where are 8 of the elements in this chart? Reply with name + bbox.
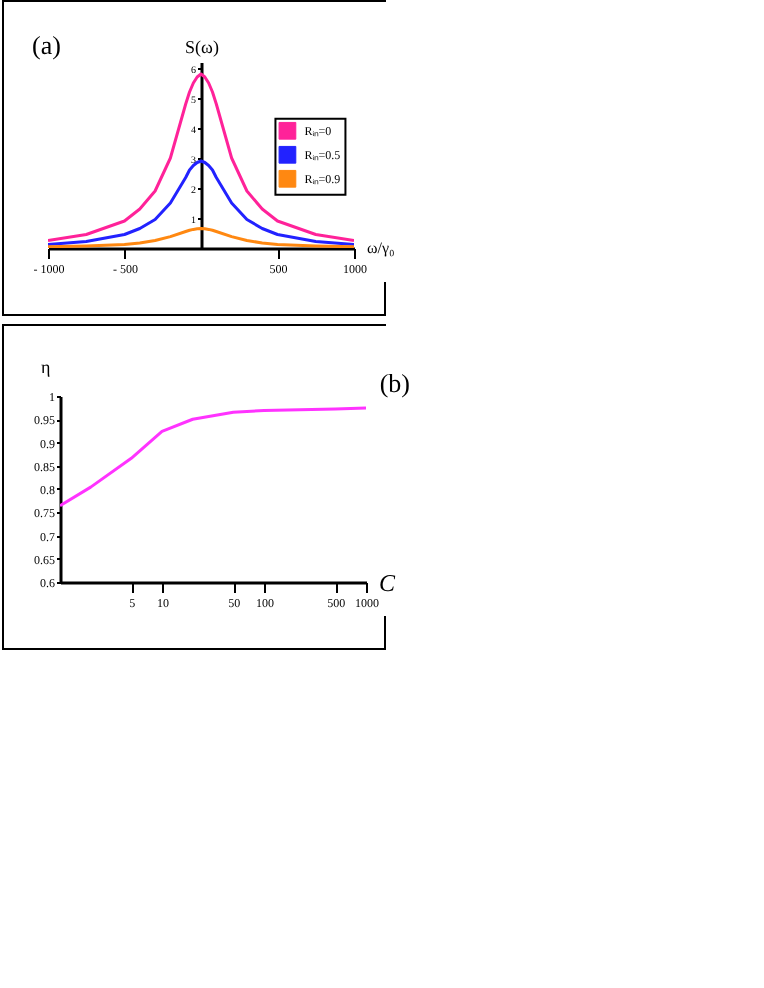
- text: (a): [32, 30, 61, 60]
- y-axis-title: S(ω): [185, 37, 219, 57]
- line-series: [48, 72, 354, 242]
- x-axis-title: C: [379, 569, 397, 597]
- x-axis-title: ω/γ₀: [367, 239, 396, 257]
- line-series: [48, 159, 354, 246]
- text: (b): [379, 368, 410, 398]
- y-axis-title: η: [41, 357, 51, 377]
